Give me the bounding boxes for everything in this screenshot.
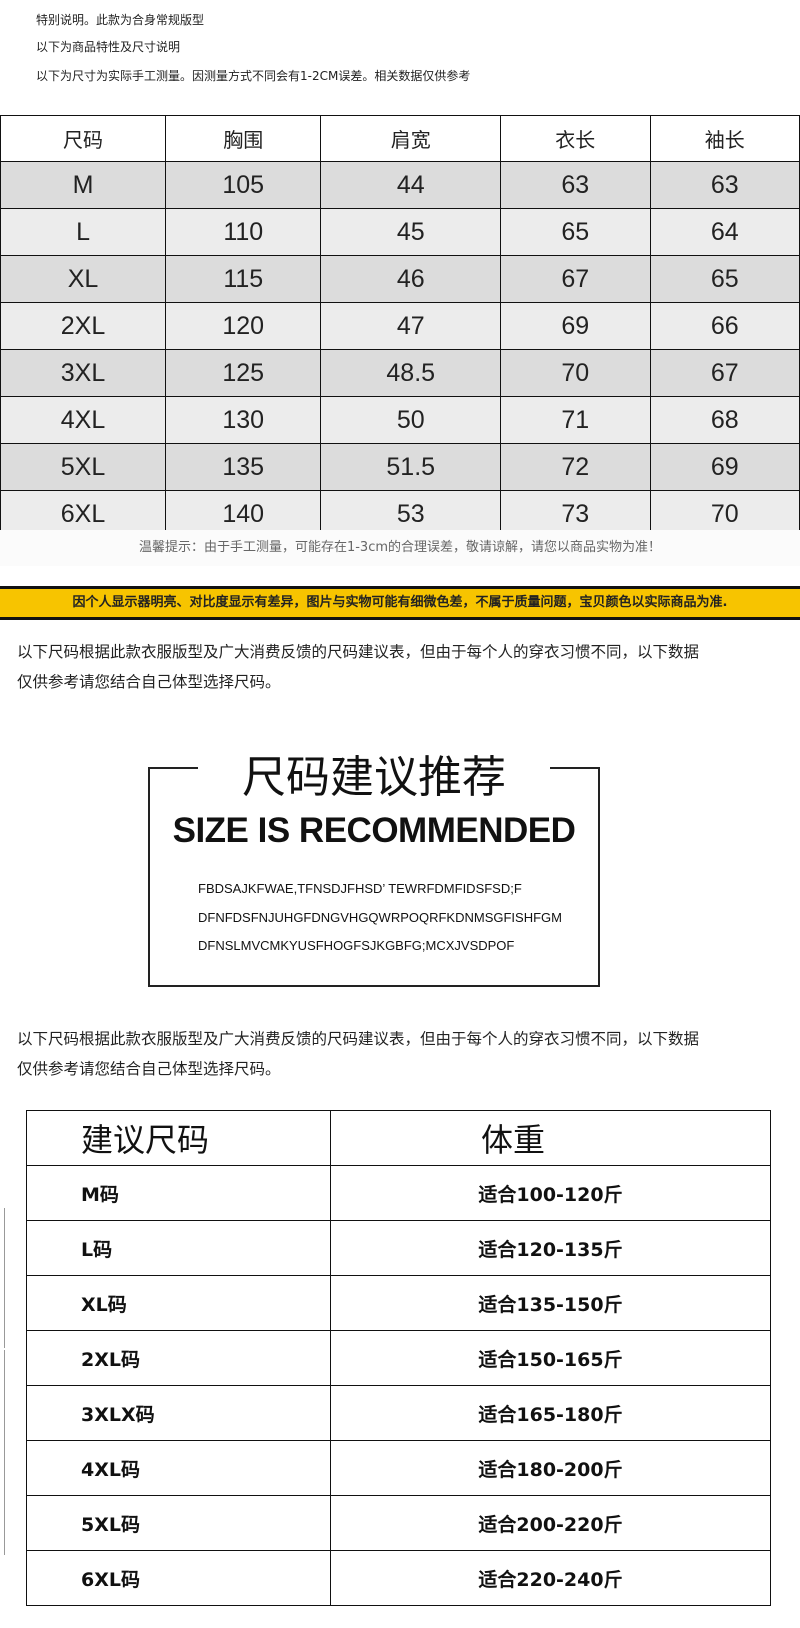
- table-cell: 70: [500, 349, 651, 397]
- table-cell: 2XL: [0, 302, 167, 350]
- table-row: 3XL 125 48.5 70 67: [0, 349, 800, 397]
- table-cell: 68: [649, 396, 800, 444]
- weight-range-cell: 适合100-120斤: [330, 1165, 771, 1221]
- table-cell: 67: [649, 349, 800, 397]
- weight-range-cell: 适合120-135斤: [330, 1220, 771, 1276]
- table-cell: 64: [649, 208, 800, 256]
- weight-range-cell: 适合135-150斤: [330, 1275, 771, 1331]
- header-sleeve: 袖长: [649, 115, 800, 162]
- filler-text: DFNSLMVCMKYUSFHOGFSJKGBFG;MCXJVSDPOF: [198, 938, 515, 953]
- table-cell: 65: [649, 255, 800, 303]
- table-row: 4XL码 适合180-200斤: [26, 1440, 771, 1496]
- table-cell: 44: [320, 161, 502, 209]
- paragraph-line: 仅供参考请您结合自己体型选择尺码。: [17, 673, 281, 691]
- filler-text: DFNFDSFNJUHGFDNGVHGQWRPOQRFKDNMSGFISHFGM: [198, 910, 562, 925]
- size-cell: 3XLX码: [26, 1385, 331, 1441]
- table-cell: 65: [500, 208, 651, 256]
- table-cell: L: [0, 208, 167, 256]
- table-cell: 63: [500, 161, 651, 209]
- size-advice-paragraph: 以下尺码根据此款衣服版型及广大消费反馈的尺码建议表，但由于每个人的穿衣习惯不同，…: [17, 637, 797, 697]
- header-length: 衣长: [500, 115, 651, 162]
- table-cell: 110: [165, 208, 322, 256]
- table-cell: 135: [165, 443, 322, 491]
- filler-text: FBDSAJKFWAE,TFNSDJFHSD’ TEWRFDMFIDSFSD;F: [198, 881, 522, 896]
- recommend-subtitle: SIZE IS RECOMMENDED: [172, 811, 576, 850]
- size-advice-paragraph-2: 以下尺码根据此款衣服版型及广大消费反馈的尺码建议表，但由于每个人的穿衣习惯不同，…: [17, 1024, 797, 1084]
- size-cell: L码: [26, 1220, 331, 1276]
- table-cell: 115: [165, 255, 322, 303]
- note-fit: 特别说明。此款为合身常规版型: [36, 13, 205, 27]
- table-cell: 130: [165, 396, 322, 444]
- paragraph-line: 以下尺码根据此款衣服版型及广大消费反馈的尺码建议表，但由于每个人的穿衣习惯不同，…: [17, 1030, 700, 1048]
- table-cell: XL: [0, 255, 167, 303]
- weight-table: 建议尺码 体重 M码 适合100-120斤 L码 适合120-135斤 XL码 适合135…: [26, 1110, 771, 1606]
- size-cell: 5XL码: [26, 1495, 331, 1551]
- table-row: 2XL码 适合150-165斤: [26, 1330, 771, 1386]
- table-row: 5XL码 适合200-220斤: [26, 1495, 771, 1551]
- edge-artifact: [4, 1208, 5, 1348]
- table-cell: 5XL: [0, 443, 167, 491]
- table-row: 4XL 130 50 71 68: [0, 396, 800, 444]
- weight-range-cell: 适合180-200斤: [330, 1440, 771, 1496]
- table-cell: M: [0, 161, 167, 209]
- note-features: 以下为商品特性及尺寸说明: [36, 40, 181, 54]
- color-disclaimer-banner: 因个人显示器明亮、对比度显示有差异，图片与实物可能有细微色差，不属于质量问题，宝…: [0, 586, 800, 620]
- table-cell: 48.5: [320, 349, 502, 397]
- table-cell: 45: [320, 208, 502, 256]
- table-cell: 67: [500, 255, 651, 303]
- size-cell: 6XL码: [26, 1550, 331, 1606]
- table-row: XL码 适合135-150斤: [26, 1275, 771, 1331]
- weight-range-cell: 适合220-240斤: [330, 1550, 771, 1606]
- table-row: 2XL 120 47 69 66: [0, 302, 800, 350]
- measurement-tip: 温馨提示：由于手工测量，可能存在1-3cm的合理误差，敬请谅解，请您以商品实物为…: [0, 530, 800, 566]
- table-row: 6XL码 适合220-240斤: [26, 1550, 771, 1606]
- header-recommended-size: 建议尺码: [26, 1110, 331, 1166]
- table-row: 3XLX码 适合165-180斤: [26, 1385, 771, 1441]
- table-row: 5XL 135 51.5 72 69: [0, 443, 800, 491]
- table-header-row: 尺码 胸围 肩宽 衣长 袖长: [0, 115, 800, 162]
- table-cell: 50: [320, 396, 502, 444]
- note-measurement: 以下为尺寸为实际手工测量。因测量方式不同会有1-2CM误差。相关数据仅供参考: [36, 69, 471, 83]
- weight-range-cell: 适合165-180斤: [330, 1385, 771, 1441]
- table-row: L 110 45 65 64: [0, 208, 800, 256]
- size-cell: 2XL码: [26, 1330, 331, 1386]
- header-size: 尺码: [0, 115, 167, 162]
- table-cell: 120: [165, 302, 322, 350]
- header-chest: 胸围: [165, 115, 322, 162]
- table-cell: 3XL: [0, 349, 167, 397]
- table-row: XL 115 46 67 65: [0, 255, 800, 303]
- paragraph-line: 仅供参考请您结合自己体型选择尺码。: [17, 1060, 281, 1078]
- table-cell: 46: [320, 255, 502, 303]
- table-cell: 69: [649, 443, 800, 491]
- table-cell: 66: [649, 302, 800, 350]
- paragraph-line: 以下尺码根据此款衣服版型及广大消费反馈的尺码建议表，但由于每个人的穿衣习惯不同，…: [17, 643, 700, 661]
- table-row: M码 适合100-120斤: [26, 1165, 771, 1221]
- table-cell: 47: [320, 302, 502, 350]
- table-cell: 69: [500, 302, 651, 350]
- table-cell: 125: [165, 349, 322, 397]
- size-cell: 4XL码: [26, 1440, 331, 1496]
- size-cell: XL码: [26, 1275, 331, 1331]
- weight-range-cell: 适合200-220斤: [330, 1495, 771, 1551]
- edge-artifact: [4, 1350, 5, 1555]
- weight-range-cell: 适合150-165斤: [330, 1330, 771, 1386]
- table-row: M 105 44 63 63: [0, 161, 800, 209]
- header-shoulder: 肩宽: [320, 115, 502, 162]
- header-weight: 体重: [330, 1110, 771, 1166]
- table-cell: 71: [500, 396, 651, 444]
- size-cell: M码: [26, 1165, 331, 1221]
- table-cell: 105: [165, 161, 322, 209]
- recommend-title: 尺码建议推荐: [242, 752, 506, 803]
- recommend-box: 尺码建议推荐 SIZE IS RECOMMENDED FBDSAJKFWAE,T…: [148, 752, 600, 987]
- table-cell: 51.5: [320, 443, 502, 491]
- table-cell: 63: [649, 161, 800, 209]
- table-cell: 72: [500, 443, 651, 491]
- table-row: L码 适合120-135斤: [26, 1220, 771, 1276]
- table-header-row: 建议尺码 体重: [26, 1110, 771, 1166]
- table-cell: 4XL: [0, 396, 167, 444]
- size-table: 尺码 胸围 肩宽 衣长 袖长 M 105 44 63 63 L 110 45 65 64 XL 115…: [0, 115, 800, 538]
